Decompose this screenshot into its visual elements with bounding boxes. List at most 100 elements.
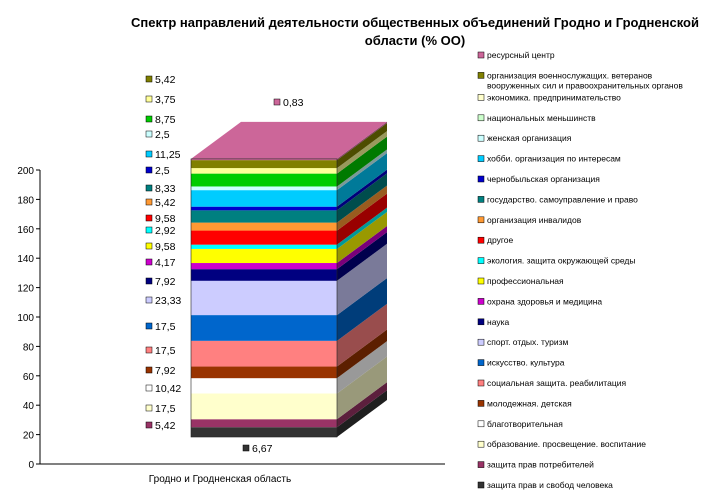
x-category-label: Гродно и Гродненская область xyxy=(149,473,291,485)
data-label: 2,92 xyxy=(155,225,176,237)
legend-swatch xyxy=(477,257,485,264)
bar-top-face xyxy=(191,121,387,159)
bar-segment-side xyxy=(337,341,387,394)
data-label: 5,42 xyxy=(155,420,176,432)
bar-stack xyxy=(190,121,387,438)
y-tick-label: 200 xyxy=(17,166,34,177)
legend-swatch xyxy=(477,175,485,183)
data-label-key xyxy=(145,421,153,429)
bar-segment-side xyxy=(337,131,387,174)
legend-swatch xyxy=(477,134,485,142)
data-label-key xyxy=(145,226,153,234)
data-label-key xyxy=(145,166,153,174)
legend-label: чернобыльская организация xyxy=(487,174,600,184)
data-label: 23,33 xyxy=(155,295,181,307)
bar-segment-front xyxy=(191,427,337,437)
bar-segment-front xyxy=(191,378,337,394)
bar-segment-side xyxy=(337,390,387,437)
bar-segment-front xyxy=(191,190,337,207)
data-label-key xyxy=(145,346,153,354)
data-label-key xyxy=(273,98,281,106)
legend-swatch xyxy=(477,400,485,407)
bar-segment-front xyxy=(191,168,337,174)
bar-segment-front xyxy=(191,340,337,367)
legend-label: национальных меньшинств xyxy=(487,113,596,123)
data-label-key xyxy=(145,75,153,83)
legend-swatch xyxy=(477,440,485,448)
chart-title: Спектр направлений деятельности обществе… xyxy=(131,15,699,48)
data-label-key xyxy=(145,95,153,103)
data-label: 3,75 xyxy=(155,94,176,106)
y-tick-label: 120 xyxy=(17,284,34,295)
legend-label: наука xyxy=(487,317,509,327)
legend-label: охрана здоровья и медицина xyxy=(487,296,602,306)
legend-label: хобби. организация по интересам xyxy=(487,154,621,164)
bar-segment-side xyxy=(337,243,387,316)
data-label: 5,42 xyxy=(155,197,176,209)
y-tick-label: 180 xyxy=(17,195,34,206)
bar-segment-front xyxy=(191,222,337,231)
data-label: 6,67 xyxy=(252,443,273,455)
legend-label: государство. самоуправление и право xyxy=(487,194,638,204)
legend-label: другое xyxy=(487,235,513,245)
legend-label: социальная защита. реабилитация xyxy=(487,378,626,388)
legend: ресурсный центр организация военнослужащи… xyxy=(477,50,683,490)
bar-segment-front xyxy=(191,210,337,223)
legend-label: профессиональная xyxy=(487,276,564,286)
bar-segment-side xyxy=(337,185,387,231)
legend-label: организация военнослужащих. ветеранов xyxy=(487,70,653,80)
legend-label: экология. защита окружающей среды xyxy=(487,256,635,266)
y-tick-label: 60 xyxy=(23,372,35,383)
data-label: 11,25 xyxy=(155,149,181,161)
data-label-key xyxy=(145,366,153,374)
data-label: 8,33 xyxy=(155,183,176,195)
data-label: 7,92 xyxy=(155,365,176,377)
data-label: 10,42 xyxy=(155,383,181,395)
data-label-key xyxy=(145,115,153,123)
bar-segment-side xyxy=(337,136,387,187)
bar-segment-front xyxy=(191,269,337,281)
bar-outline xyxy=(190,158,338,438)
bar-segment-front xyxy=(191,186,337,191)
legend-label: образование. просвещение. воспитание xyxy=(487,439,646,449)
data-label: 9,58 xyxy=(155,213,176,225)
legend-swatch xyxy=(477,461,485,468)
data-label-key xyxy=(145,404,153,412)
data-label-key xyxy=(145,198,153,206)
y-tick-label: 40 xyxy=(23,401,35,412)
data-label-key xyxy=(145,130,153,138)
data-label-key xyxy=(145,322,153,330)
data-label: 2,5 xyxy=(155,129,170,141)
data-label: 2,5 xyxy=(155,165,170,177)
bar-segment-front xyxy=(191,263,337,270)
y-tick-label: 0 xyxy=(28,460,34,471)
legend-swatch xyxy=(477,481,485,489)
legend-swatch xyxy=(477,216,485,224)
bar-segment-side xyxy=(337,121,387,161)
legend-label: искусство. культура xyxy=(487,358,565,368)
bar-segment-side xyxy=(337,329,387,379)
legend-swatch xyxy=(477,277,485,285)
legend-swatch xyxy=(477,114,485,122)
legend-label: защита прав потребителей xyxy=(487,460,594,470)
bar-segment-front xyxy=(191,280,337,316)
legend-swatch xyxy=(477,379,485,387)
legend-label: спорт. отдых. туризм xyxy=(487,337,569,347)
bar-segment-front xyxy=(191,244,337,249)
data-label-key xyxy=(145,184,153,192)
bar-segment-front xyxy=(191,173,337,187)
legend-label: ресурсный центр xyxy=(487,50,555,60)
data-label: 17,5 xyxy=(155,403,176,415)
data-label: 5,42 xyxy=(155,74,176,86)
legend-swatch xyxy=(477,338,485,346)
bar-segment-side xyxy=(337,382,387,428)
data-label-key xyxy=(145,384,153,392)
bar-segment-side xyxy=(337,356,387,420)
data-label-key xyxy=(242,444,250,452)
legend-label: женская организация xyxy=(487,133,572,143)
chart-title-line: области (% ОО) xyxy=(365,33,465,48)
data-label-key xyxy=(145,258,153,266)
bar-segment-front xyxy=(191,206,337,211)
data-label: 9,58 xyxy=(155,241,176,253)
bar-segment-front xyxy=(191,393,337,420)
